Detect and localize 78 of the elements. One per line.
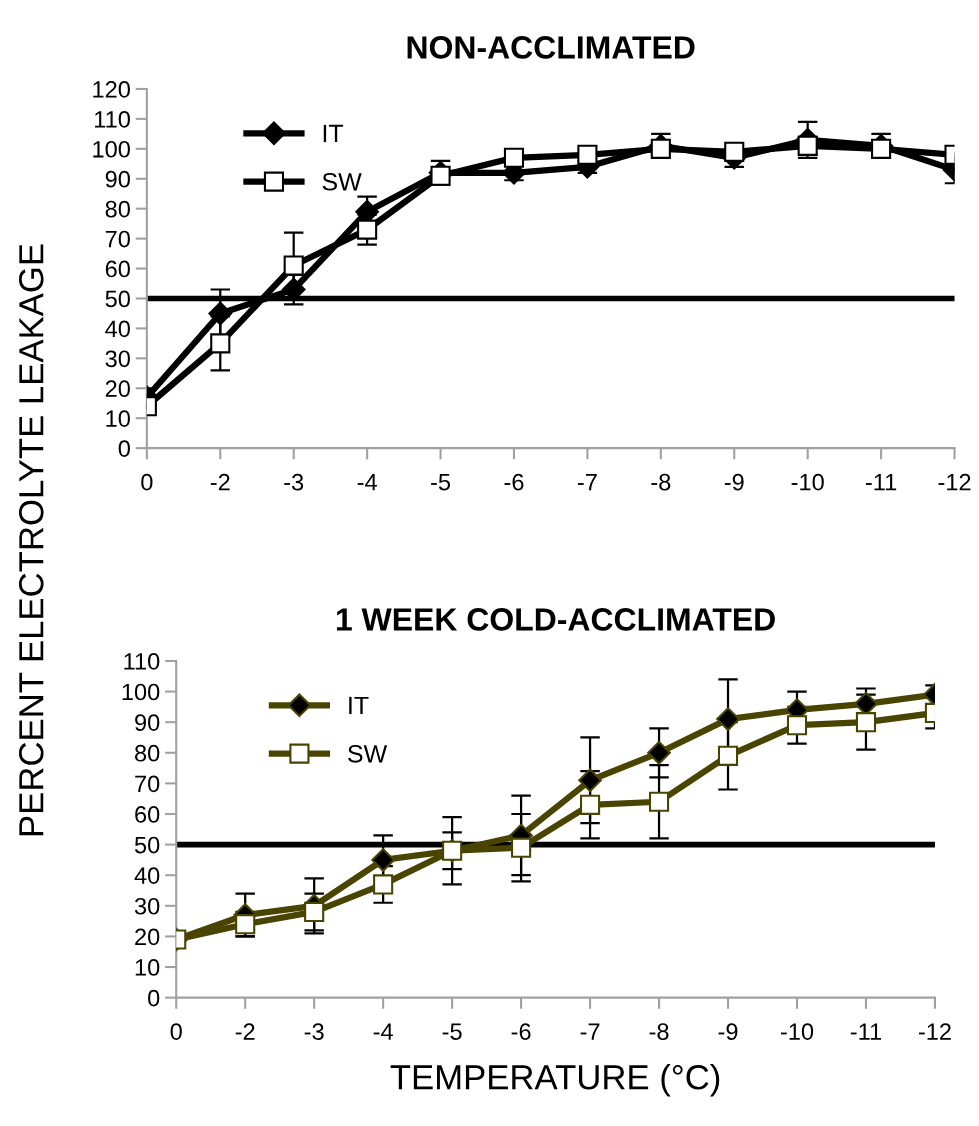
x-tick-label: -4 (373, 1023, 393, 1040)
x-tick-label: -12 (938, 473, 971, 491)
y-tick-label: 60 (105, 260, 130, 278)
point (371, 848, 395, 872)
point (578, 768, 602, 793)
point (283, 255, 304, 276)
x-tick-label: -6 (504, 473, 524, 491)
y-tick-label: 90 (105, 170, 130, 188)
x-tick-label: -5 (442, 1023, 462, 1040)
point (724, 141, 745, 162)
y-tick-label: 20 (105, 380, 130, 398)
point (210, 333, 231, 354)
chart-title: 1 WEEK COLD-ACCLIMATED (336, 608, 775, 631)
point (717, 745, 739, 766)
y-tick-label: 100 (93, 140, 130, 158)
x-tick-label: -7 (580, 1023, 600, 1040)
y-tick-label: 40 (134, 867, 160, 884)
x-tick-label: -12 (918, 1023, 951, 1040)
x-tick-label: -4 (357, 474, 377, 491)
point (430, 165, 451, 186)
x-tick-label: 0 (170, 1023, 182, 1040)
x-tick-label: -9 (718, 1023, 738, 1040)
point (647, 740, 671, 765)
point (716, 707, 740, 731)
y-tick-label: 0 (118, 440, 130, 457)
y-tick-label: 100 (122, 683, 160, 701)
y-tick-label: 120 (93, 81, 130, 98)
x-tick-label: -11 (865, 474, 897, 491)
y-tick-label: 20 (135, 928, 160, 946)
legend-label: SW (348, 744, 388, 763)
y-tick-label: 70 (105, 230, 130, 248)
x-tick-label: -3 (304, 1023, 324, 1040)
y-tick-label: 40 (105, 320, 130, 338)
x-tick-label: -10 (780, 1023, 814, 1040)
y-tick-label: 30 (134, 897, 160, 915)
point (304, 901, 325, 923)
point (871, 138, 892, 159)
y-tick-label: 60 (135, 806, 160, 823)
x-tick-label: -8 (649, 1023, 669, 1040)
y-tick-label: 10 (135, 959, 160, 976)
legend-label: IT (349, 696, 369, 715)
x-tick-label: -3 (284, 473, 304, 491)
y-axis-title: PERCENT ELECTROLYTE LEAKAGE (19, 244, 44, 836)
point (577, 144, 598, 165)
y-tick-label: 110 (124, 653, 160, 670)
x-tick-label: -8 (651, 473, 671, 491)
point (786, 715, 808, 736)
y-tick-label: 0 (148, 989, 160, 1007)
x-tick-label: -10 (791, 473, 824, 491)
x-tick-label: -5 (431, 474, 451, 491)
x-tick-label: -11 (850, 1023, 882, 1040)
point (648, 791, 670, 812)
x-tick-label: -7 (577, 474, 597, 491)
x-axis-title: TEMPERATURE (°C) (390, 1064, 720, 1097)
x-tick-label: -9 (724, 473, 744, 491)
x-tick-label: -2 (210, 473, 230, 491)
y-tick-label: 70 (135, 775, 160, 793)
y-tick-label: 80 (135, 744, 160, 762)
point (357, 219, 378, 240)
point (855, 712, 877, 733)
legend-label: SW (322, 172, 362, 191)
legend-label: IT (323, 124, 344, 143)
point (511, 837, 532, 858)
chart-title: NON-ACCLIMATED (407, 36, 695, 59)
y-tick-label: 50 (105, 290, 130, 308)
x-tick-label: -6 (511, 1023, 531, 1040)
x-tick-label: -2 (235, 1023, 255, 1040)
y-tick-label: 80 (105, 200, 130, 218)
point (650, 138, 671, 159)
point (503, 147, 525, 168)
point (580, 794, 601, 815)
y-tick-label: 50 (134, 836, 160, 854)
y-tick-label: 30 (105, 350, 130, 368)
y-tick-label: 110 (95, 110, 130, 128)
point (373, 874, 394, 895)
y-tick-label: 10 (106, 410, 130, 427)
y-tick-label: 90 (135, 714, 160, 731)
point (208, 301, 233, 326)
